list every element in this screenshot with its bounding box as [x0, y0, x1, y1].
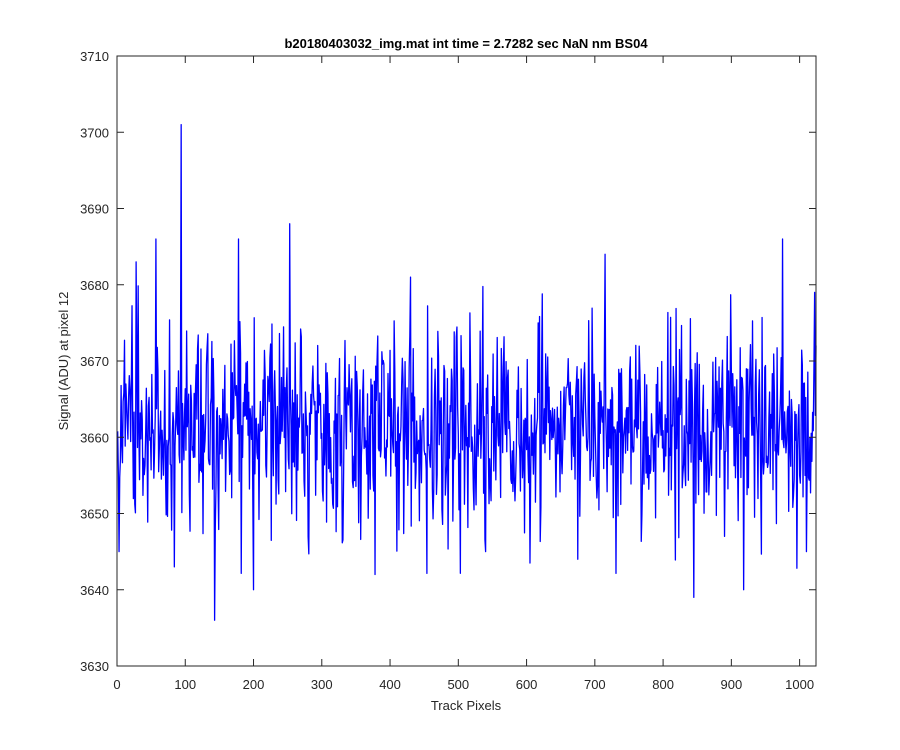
y-tick-label: 3690 — [80, 202, 109, 217]
x-tick-label: 0 — [113, 677, 120, 692]
y-tick-label: 3650 — [80, 507, 109, 522]
series-line — [117, 123, 817, 621]
y-tick-label: 3630 — [80, 659, 109, 674]
x-tick-label: 600 — [516, 677, 538, 692]
y-axis-label: Signal (ADU) at pixel 12 — [56, 292, 71, 431]
x-tick-label: 500 — [447, 677, 469, 692]
x-tick-label: 400 — [379, 677, 401, 692]
y-tick-label: 3710 — [80, 49, 109, 64]
y-tick-label: 3640 — [80, 583, 109, 598]
x-tick-label: 1000 — [785, 677, 814, 692]
x-tick-label: 900 — [721, 677, 743, 692]
x-tick-label: 200 — [243, 677, 265, 692]
x-tick-label: 300 — [311, 677, 333, 692]
x-axis-label: Track Pixels — [431, 698, 502, 713]
y-tick-label: 3700 — [80, 125, 109, 140]
x-tick-label: 800 — [652, 677, 674, 692]
x-tick-label: 700 — [584, 677, 606, 692]
plot-area — [117, 56, 816, 666]
y-tick-label: 3660 — [80, 430, 109, 445]
series-layer — [117, 123, 817, 621]
x-tick-label: 100 — [174, 677, 196, 692]
tick-layer: 0 100 200 300 400 500 600 700 800 900 1000 3630 3640… — [80, 49, 816, 692]
y-tick-label: 3680 — [80, 278, 109, 293]
chart-title: b20180403032_img.mat int time = 2.7282 s… — [284, 36, 648, 51]
y-tick-label: 3670 — [80, 354, 109, 369]
